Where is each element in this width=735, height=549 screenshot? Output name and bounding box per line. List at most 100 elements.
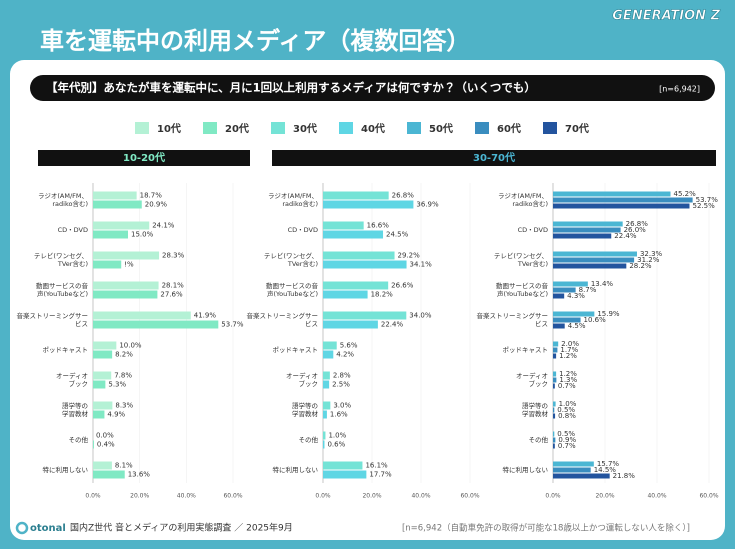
value-label: 28.3% [162,252,185,260]
panel-header [272,150,716,166]
value-label: 20.9% [145,201,168,209]
value-label: 15.0% [131,231,154,239]
category-label: ラジオ(AM/FM、 [268,192,318,200]
value-label: 26.0% [624,226,647,234]
legend-label: 20代 [225,122,249,135]
bar [93,260,122,269]
category-label: CD・DVD [58,226,88,234]
category-label: 学習教材 [522,409,549,418]
category-label: 声(YouTubeなど) [497,289,548,298]
value-label: 26.6% [391,282,414,290]
value-label: 26.8% [392,192,415,200]
value-label: 22.4% [614,232,637,240]
value-label: 0.6% [327,441,345,449]
bar [553,461,594,467]
bar [323,230,384,239]
value-label: 34.0% [409,312,432,320]
bar [323,281,389,290]
logo: otonal [30,523,66,534]
category-label: テレビ(ワンセグ、 [264,251,318,260]
bar [553,371,557,377]
survey-name: 国内Z世代 音とメディアの利用実態調査 ／ 2025年9月 [70,522,293,534]
value-label: 0.4% [97,441,115,449]
bar [323,350,334,359]
value-label: 3.0% [333,402,351,410]
logo-mark [15,521,29,535]
bar [93,281,159,290]
value-label: 4.5% [568,322,586,330]
value-label: 16.6% [367,222,390,230]
value-label: 53.7% [696,196,719,204]
bar [323,431,326,440]
x-tick-label: 20.0% [362,493,381,500]
category-label: CD・DVD [288,226,318,234]
category-label: ポッドキャスト [273,346,319,354]
panel-title: 30-70代 [473,151,515,164]
bar [93,410,105,419]
legend-swatch [339,122,353,134]
value-label: 0.8% [558,412,576,420]
bar [553,197,693,203]
value-label: 10.6% [584,316,607,324]
category-label: ラジオ(AM/FM、 [498,192,548,200]
bar [323,410,327,419]
bar [553,437,556,443]
value-label: 4.3% [567,292,585,300]
bar [553,341,559,347]
value-label: 0.9% [558,436,576,444]
legend-swatch [543,122,557,134]
value-label: 27.6% [160,291,183,299]
value-label: 26.8% [626,220,649,228]
category-label: 特に利用しない [273,465,319,474]
category-label: ビス [305,319,318,328]
category-label: 学習教材 [292,409,319,418]
bar [553,191,671,197]
value-label: 0.7% [558,442,576,450]
category-label: radiko含む) [282,200,318,208]
value-label: 1.0% [559,400,577,408]
legend-label: 70代 [565,122,589,135]
bar [553,347,558,353]
bar [93,470,125,479]
value-label: 10.0% [119,342,142,350]
value-label: 15.7% [597,460,620,468]
value-label: 53.7% [221,321,244,329]
bar [93,251,160,260]
category-label: radiko含む) [512,200,548,208]
bar [93,320,219,329]
bar [553,251,637,257]
value-label: 34.1% [410,261,433,269]
bar [553,473,610,479]
value-label: 8.2% [115,351,133,359]
value-label: 31.2% [637,256,660,264]
x-tick-label: 20.0% [595,493,614,500]
bar [323,251,395,260]
bar [93,200,142,209]
bar [553,443,555,449]
bar [553,467,591,473]
value-label: 0.5% [557,406,575,414]
category-label: オーディオ [516,371,548,380]
bar [93,311,191,320]
bar [553,233,612,239]
x-tick-label: 60.0% [223,493,242,500]
category-label: その他 [299,435,319,444]
category-label: CD・DVD [518,226,548,234]
bar [93,401,113,410]
x-tick-label: 0.0% [545,493,561,500]
value-label: 24.5% [386,231,409,239]
bar [553,281,588,287]
value-label: 18.7% [140,192,163,200]
x-tick-label: 40.0% [647,493,666,500]
value-label: 41.9% [194,312,217,320]
category-label: 声(YouTubeなど) [267,289,318,298]
value-label: 36.9% [416,201,439,209]
x-tick-label: 20.0% [130,493,149,500]
bar [323,260,407,269]
bar [93,371,112,380]
x-tick-label: 0.0% [85,493,101,500]
value-label: 45.2% [674,190,697,198]
bar [323,371,330,380]
bar [93,350,113,359]
